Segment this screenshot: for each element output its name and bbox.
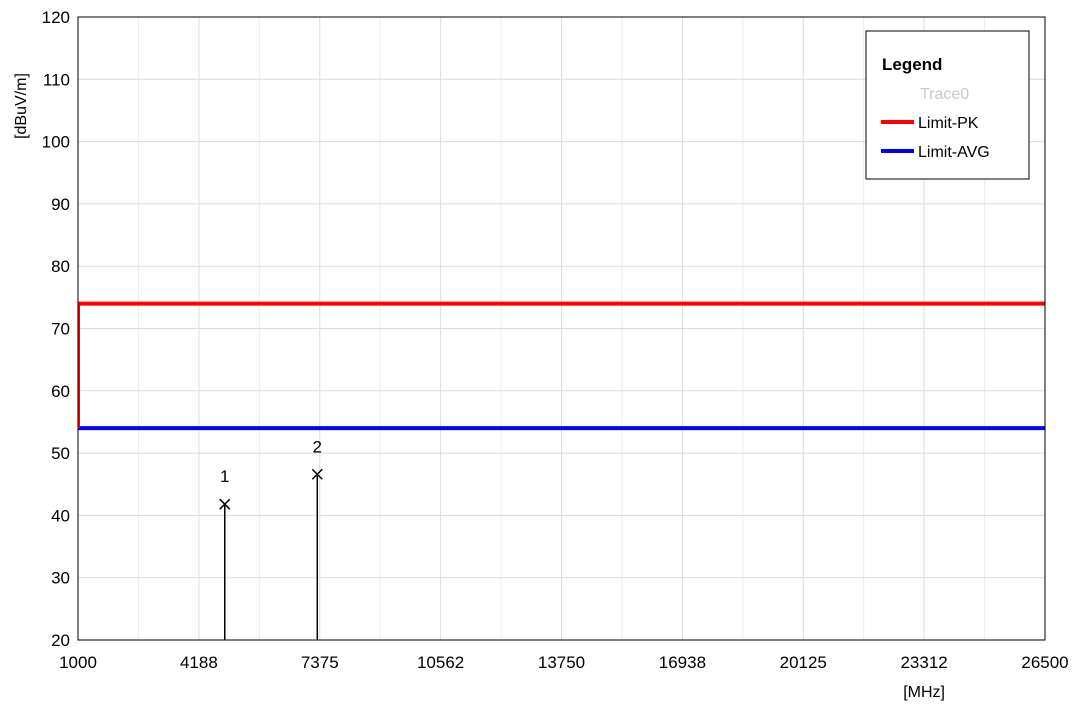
legend-entries: Trace0 Limit-PK Limit-AVG — [881, 86, 990, 161]
y-tick-label: 100 — [42, 133, 70, 152]
marker-cross — [311, 468, 323, 480]
x-tick-label: 1000 — [59, 653, 97, 672]
legend-entry-limit-pk: Limit-PK — [918, 115, 979, 132]
y-axis-label: [dBuV/m] — [13, 73, 30, 139]
marker-cross — [219, 498, 231, 510]
legend-entry-limit-avg: Limit-AVG — [918, 144, 990, 161]
x-tick-label: 16938 — [659, 653, 706, 672]
markers: 12 — [219, 437, 323, 640]
x-tick-label: 7375 — [301, 653, 339, 672]
legend: Legend Trace0 Limit-PK Limit-AVG — [865, 30, 1030, 180]
series-lines — [78, 301, 1045, 431]
x-tick-label: 20125 — [780, 653, 827, 672]
legend-title: Legend — [882, 55, 942, 74]
x-tick-label: 4188 — [180, 653, 218, 672]
x-tick-label: 10562 — [417, 653, 464, 672]
x-tick-labels: 1000 4188 7375 10562 13750 16938 20125 23312 265… — [59, 653, 1069, 672]
y-tick-labels: 20 30 40 50 60 70 80 90 100 110 120 — [42, 8, 70, 650]
y-tick-label: 30 — [51, 569, 70, 588]
legend-box — [865, 30, 1030, 180]
y-tick-label: 50 — [51, 444, 70, 463]
legend-entry-trace0: Trace0 — [920, 86, 969, 103]
marker-label: 1 — [220, 467, 229, 486]
y-tick-label: 40 — [51, 506, 70, 525]
x-tick-label: 26500 — [1021, 653, 1068, 672]
x-axis-label: [MHz] — [903, 684, 945, 701]
y-tick-label: 60 — [51, 382, 70, 401]
y-tick-label: 80 — [51, 257, 70, 276]
y-tick-label: 20 — [51, 631, 70, 650]
x-tick-label: 23312 — [900, 653, 947, 672]
y-tick-label: 90 — [51, 195, 70, 214]
y-tick-label: 120 — [42, 8, 70, 27]
plot-frame — [77, 16, 1046, 641]
y-tick-label: 110 — [43, 70, 70, 89]
y-tick-label: 70 — [51, 320, 70, 339]
marker-label: 2 — [313, 437, 322, 456]
x-tick-label: 13750 — [538, 653, 585, 672]
